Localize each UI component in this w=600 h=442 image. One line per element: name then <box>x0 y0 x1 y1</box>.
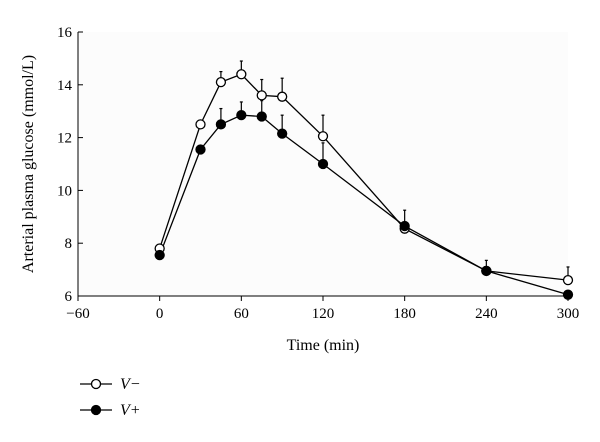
data-point-filled <box>154 249 165 261</box>
x-tick-label: 300 <box>557 306 580 322</box>
legend: V− V+ <box>80 376 141 419</box>
y-tick-label: 16 <box>57 25 73 41</box>
x-tick-label: 180 <box>393 306 416 322</box>
data-point-open <box>195 119 206 130</box>
y-ticks: 6 8 10 12 14 16 <box>57 25 83 305</box>
x-ticks: −60 0 60 120 180 240 300 <box>66 296 579 322</box>
series-line-1 <box>159 73 569 281</box>
x-tick-label: −60 <box>66 306 89 322</box>
y-axis-title: Arterial plasma glucose (mmol/L) <box>20 55 37 273</box>
data-point-open <box>562 275 574 286</box>
data-point-open <box>277 91 288 102</box>
data-point-open <box>317 131 329 142</box>
y-tick-label: 12 <box>57 131 72 147</box>
legend-label: V+ <box>120 402 141 419</box>
x-tick-label: 0 <box>156 306 164 322</box>
data-point-open <box>256 90 267 101</box>
y-tick-label: 14 <box>57 78 73 94</box>
y-tick-label: 6 <box>65 289 73 305</box>
series-lines <box>159 73 569 296</box>
x-tick-label: 120 <box>312 306 335 322</box>
series-markers <box>154 69 574 300</box>
data-point-filled <box>317 158 329 170</box>
y-tick-label: 8 <box>65 236 73 252</box>
legend-label: V− <box>120 376 141 393</box>
x-axis-title: Time (min) <box>287 337 360 354</box>
x-tick-label: 60 <box>234 306 249 322</box>
x-tick-label: 240 <box>475 306 498 322</box>
series-line-2 <box>159 114 569 296</box>
data-point-open <box>215 77 227 88</box>
y-tick-label: 10 <box>57 183 72 199</box>
data-point-filled <box>399 220 410 232</box>
legend-marker-filled <box>90 404 102 416</box>
data-point-filled <box>236 110 247 121</box>
data-point-filled <box>481 265 492 277</box>
data-point-filled <box>277 128 288 139</box>
data-point-filled <box>215 119 227 130</box>
data-point-filled <box>256 111 267 122</box>
legend-marker-open <box>90 378 102 390</box>
data-point-filled <box>195 144 206 155</box>
data-point-open <box>236 69 247 80</box>
